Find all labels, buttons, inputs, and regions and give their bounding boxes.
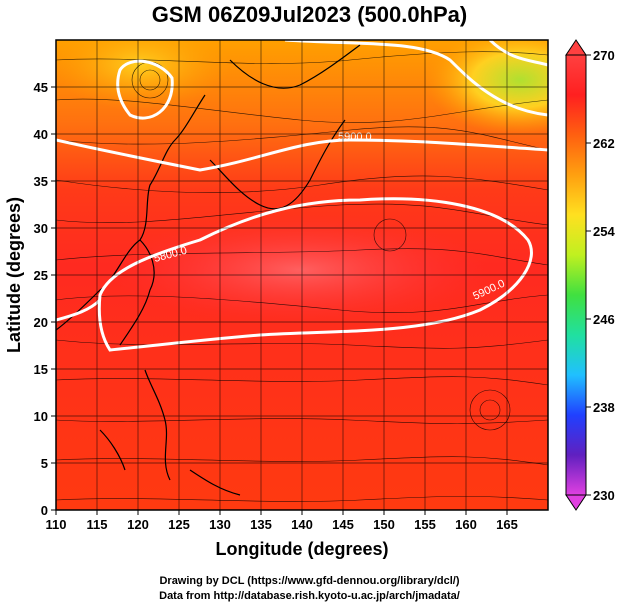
x-tick-label: 140 <box>291 517 313 532</box>
contour-north-left <box>116 59 174 120</box>
colorbar-body <box>565 54 587 496</box>
field-high-latitude-nw <box>56 40 230 110</box>
colorbar-ticks: 230 238 246 254 262 270 <box>586 48 615 503</box>
y-axis-ticks: 0 5 10 15 20 25 30 35 40 45 <box>34 80 56 518</box>
colorbar-tick-label: 262 <box>593 136 615 151</box>
colorbar-top-arrow <box>565 39 587 56</box>
y-tick-label: 5 <box>41 456 48 471</box>
map-plot-area: 5900.0 5800.0 5900.0 <box>56 40 548 510</box>
x-axis-label: Longitude (degrees) <box>215 539 388 559</box>
y-tick-label: 10 <box>34 409 48 424</box>
y-tick-label: 35 <box>34 174 48 189</box>
x-tick-label: 150 <box>373 517 395 532</box>
credit-data: Data from http://database.rish.kyoto-u.a… <box>159 590 460 602</box>
contour-subtropical-high <box>97 197 533 352</box>
x-tick-label: 160 <box>455 517 477 532</box>
colorbar-tick-label: 230 <box>593 488 615 503</box>
x-tick-label: 125 <box>168 517 190 532</box>
credit-drawing: Drawing by DCL (https://www.gfd-dennou.o… <box>159 575 460 587</box>
x-tick-label: 130 <box>209 517 231 532</box>
contour-ne-top <box>488 40 548 67</box>
y-tick-label: 15 <box>34 362 48 377</box>
x-tick-label: 165 <box>496 517 518 532</box>
colorbar: 230 238 246 254 262 270 <box>565 39 615 511</box>
y-tick-label: 0 <box>41 503 48 518</box>
colorbar-tick-label: 254 <box>593 224 615 239</box>
chart-title: GSM 06Z09Jul2023 (500.0hPa) <box>151 2 468 27</box>
gridlines <box>56 40 548 510</box>
y-axis-label: Latitude (degrees) <box>4 197 24 353</box>
contour-upper <box>56 138 548 172</box>
coastline <box>56 44 361 496</box>
y-tick-label: 45 <box>34 80 48 95</box>
y-tick-label: 20 <box>34 315 48 330</box>
x-tick-label: 145 <box>332 517 354 532</box>
x-tick-label: 155 <box>414 517 436 532</box>
x-tick-label: 120 <box>127 517 149 532</box>
x-axis-ticks: 110 115 120 125 130 135 140 145 150 155 160 165 <box>46 510 518 532</box>
y-tick-label: 25 <box>34 268 48 283</box>
y-tick-label: 40 <box>34 127 48 142</box>
x-tick-label: 110 <box>46 517 67 532</box>
colorbar-tick-label: 238 <box>593 400 615 415</box>
x-tick-label: 115 <box>87 517 108 532</box>
colorbar-bottom-arrow <box>565 494 587 511</box>
field-subtropical-high <box>110 215 490 325</box>
colorbar-tick-label: 246 <box>593 312 615 327</box>
x-tick-label: 135 <box>250 517 272 532</box>
colorbar-tick-label: 270 <box>593 48 615 63</box>
y-tick-label: 30 <box>34 221 48 236</box>
